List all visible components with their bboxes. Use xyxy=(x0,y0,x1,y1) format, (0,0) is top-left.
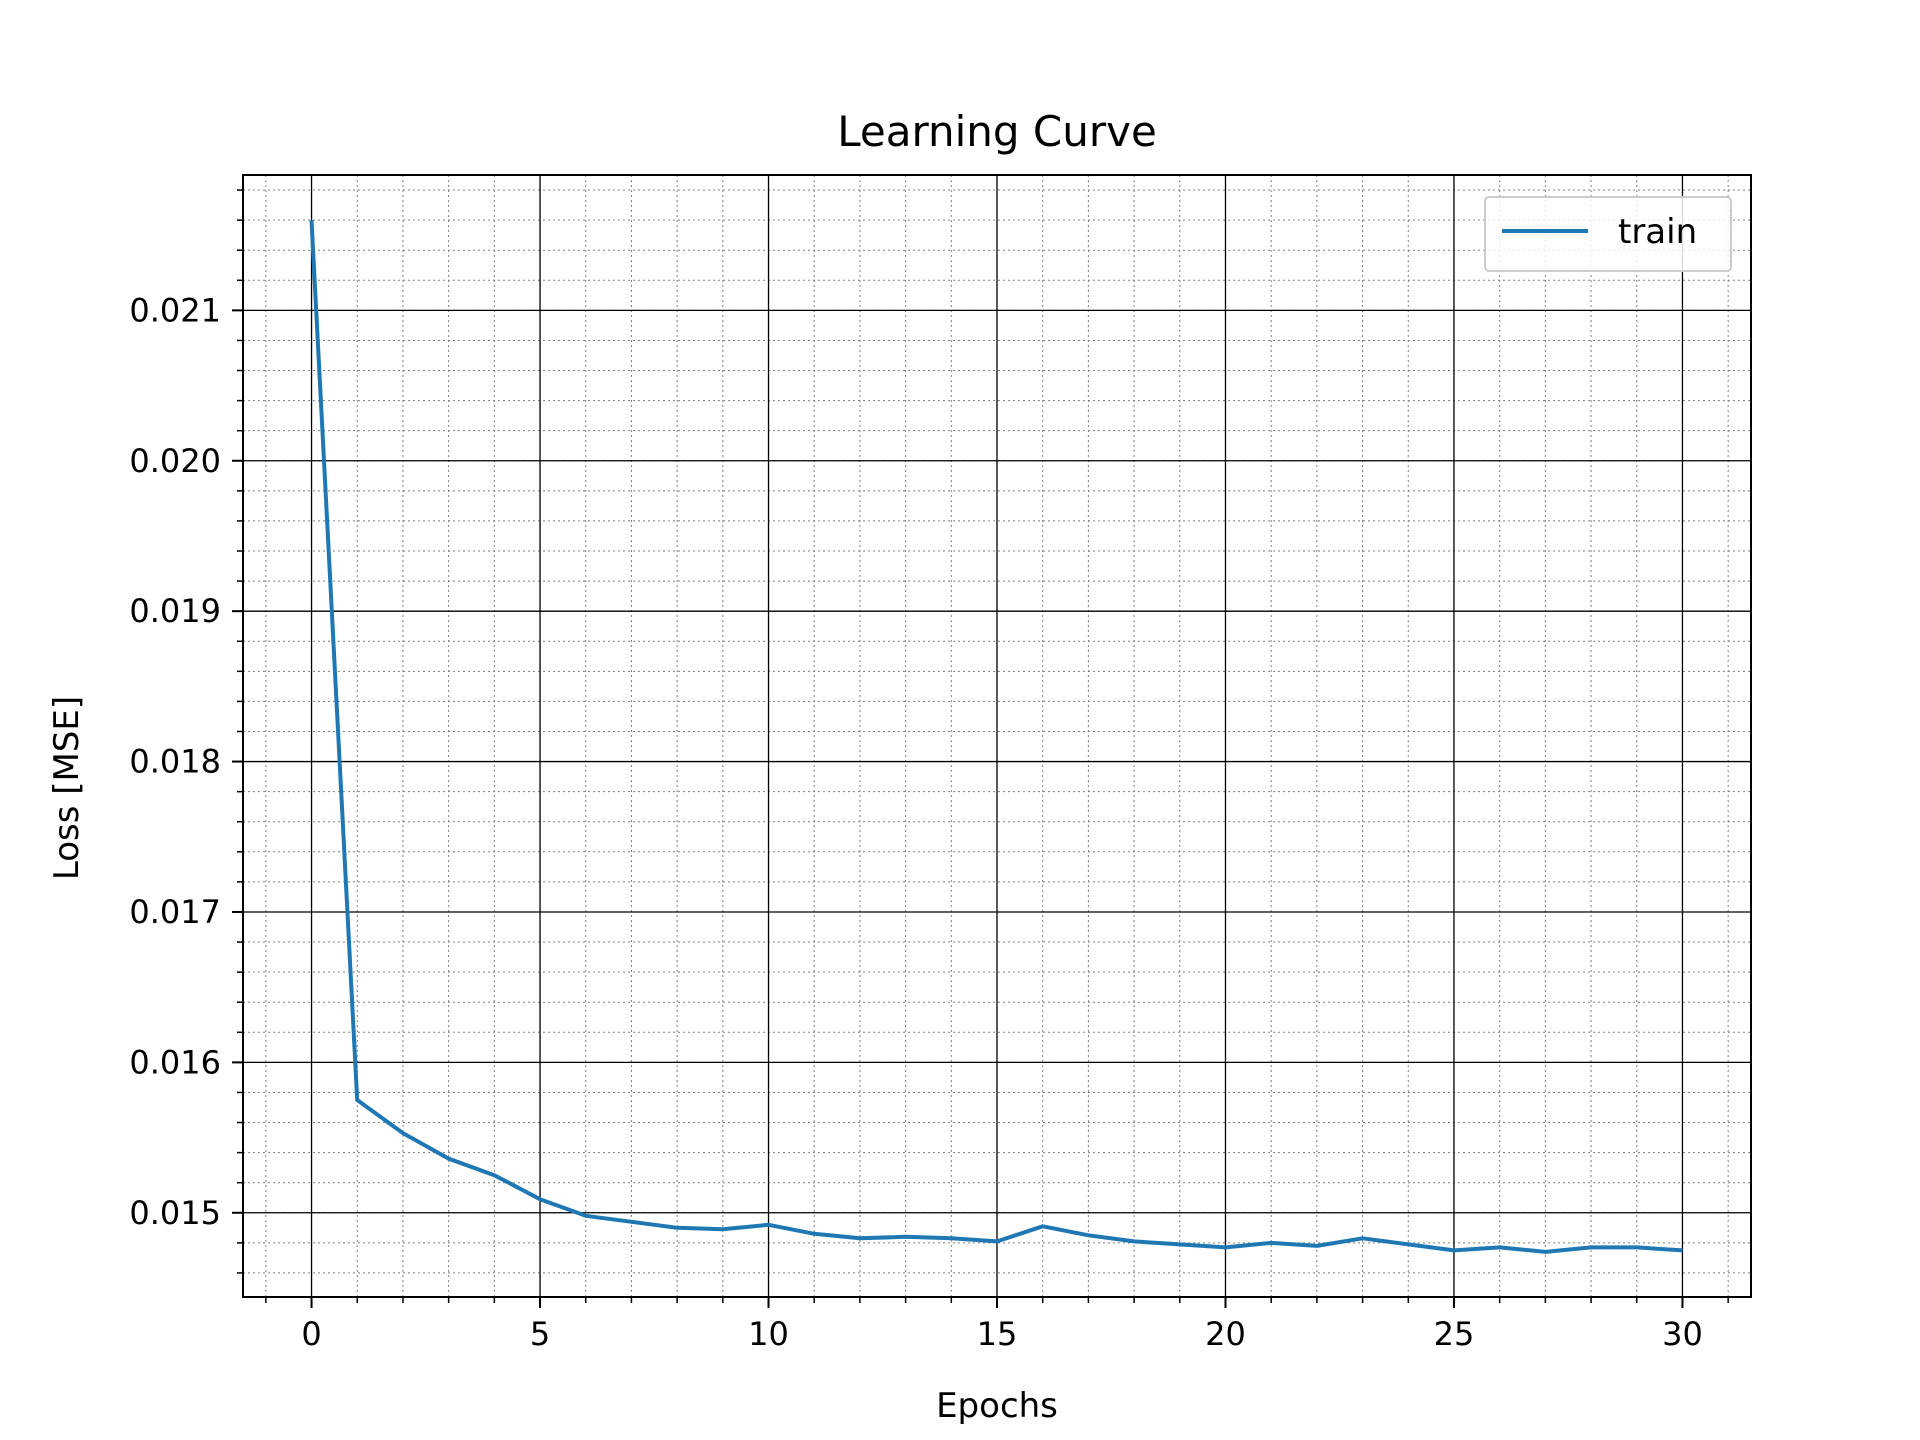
y-tick-label: 0.019 xyxy=(129,592,221,630)
series-line-train xyxy=(309,219,1683,1254)
y-tick-label: 0.017 xyxy=(129,893,221,931)
x-axis-title: Epochs xyxy=(936,1386,1058,1426)
series-layer xyxy=(309,219,1683,1254)
y-tick-label: 0.016 xyxy=(129,1043,221,1081)
legend-label-train: train xyxy=(1618,212,1697,252)
y-axis-title: Loss [MSE] xyxy=(47,696,87,880)
axis-ticks xyxy=(232,189,1729,1308)
x-tick-label: 20 xyxy=(1205,1315,1246,1353)
y-tick-label: 0.020 xyxy=(129,442,221,480)
legend-box xyxy=(1484,196,1732,272)
y-tick-label: 0.015 xyxy=(129,1194,221,1232)
x-tick-label: 10 xyxy=(748,1315,789,1353)
y-tick-label: 0.018 xyxy=(129,743,221,781)
x-tick-label: 0 xyxy=(301,1315,321,1353)
major-grid xyxy=(243,175,1751,1297)
y-tick-label: 0.021 xyxy=(129,291,221,329)
legend: train xyxy=(1484,196,1732,272)
x-tick-label: 15 xyxy=(977,1315,1018,1353)
tick-labels: 0 5 10 15 20 25 30 0.015 0.016 0.017 0.018 0.019 0.0… xyxy=(129,291,1702,1353)
x-tick-label: 30 xyxy=(1662,1315,1703,1353)
chart-title: Learning Curve xyxy=(837,107,1157,156)
x-tick-label: 5 xyxy=(530,1315,550,1353)
x-tick-label: 25 xyxy=(1434,1315,1475,1353)
